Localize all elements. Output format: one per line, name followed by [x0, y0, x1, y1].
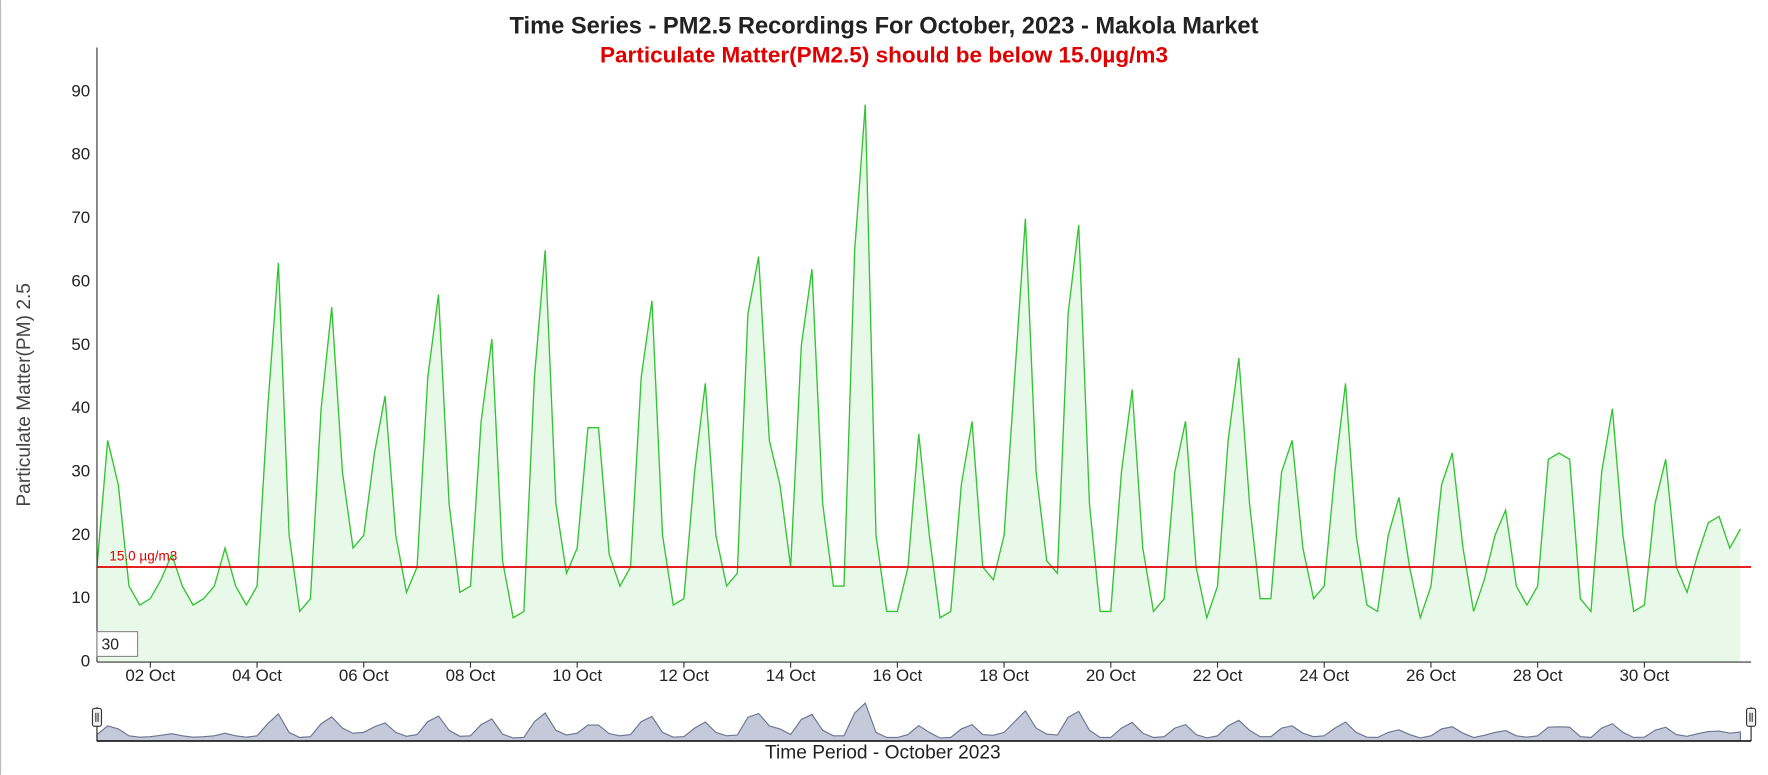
y-tick-label: 20 — [71, 525, 90, 544]
x-tick-label: 16 Oct — [872, 666, 922, 685]
x-tick-label: 06 Oct — [339, 666, 389, 685]
line — [96, 104, 1741, 621]
x-tick-label: 04 Oct — [232, 666, 282, 685]
chart-subtitle: Particulate Matter(PM2.5) should be belo… — [600, 43, 1168, 68]
x-tick-label: 22 Oct — [1193, 666, 1243, 685]
x-tick-label: 28 Oct — [1513, 666, 1563, 685]
y-tick-label: 60 — [71, 271, 90, 290]
threshold-label: 15.0 µg/m3 — [109, 548, 177, 563]
x-tick-label: 14 Oct — [766, 666, 816, 685]
y-tick-label: 80 — [71, 145, 90, 164]
area — [96, 104, 1741, 663]
y-tick-label: 90 — [71, 81, 90, 100]
navigator-area — [96, 702, 1741, 742]
chart-title: Time Series - PM2.5 Recordings For Octob… — [510, 13, 1259, 39]
range-box-text: 30 — [101, 636, 119, 653]
navigator-handle[interactable] — [91, 707, 103, 727]
x-tick-label: 20 Oct — [1086, 666, 1136, 685]
x-tick-label: 18 Oct — [979, 666, 1029, 685]
y-tick-label: 70 — [71, 208, 90, 227]
x-tick-label: 26 Oct — [1406, 666, 1456, 685]
y-tick-label: 0 — [81, 652, 90, 671]
x-tick-label: 10 Oct — [552, 666, 602, 685]
x-tick-label: 12 Oct — [659, 666, 709, 685]
y-tick-label: 50 — [71, 335, 90, 354]
y-tick-label: 30 — [71, 461, 90, 480]
x-tick-label: 24 Oct — [1299, 666, 1349, 685]
x-axis-label: Time Period - October 2023 — [765, 742, 1001, 763]
x-tick-label: 02 Oct — [125, 666, 175, 685]
range-box — [96, 631, 139, 657]
y-tick-label: 40 — [71, 398, 90, 417]
navigator-handle[interactable] — [1746, 707, 1757, 727]
y-axis-label: Particulate Matter(PM) 2.5 — [14, 283, 35, 507]
x-tick-label: 08 Oct — [446, 666, 496, 685]
y-tick-label: 10 — [71, 588, 90, 607]
x-tick-label: 30 Oct — [1619, 666, 1669, 685]
